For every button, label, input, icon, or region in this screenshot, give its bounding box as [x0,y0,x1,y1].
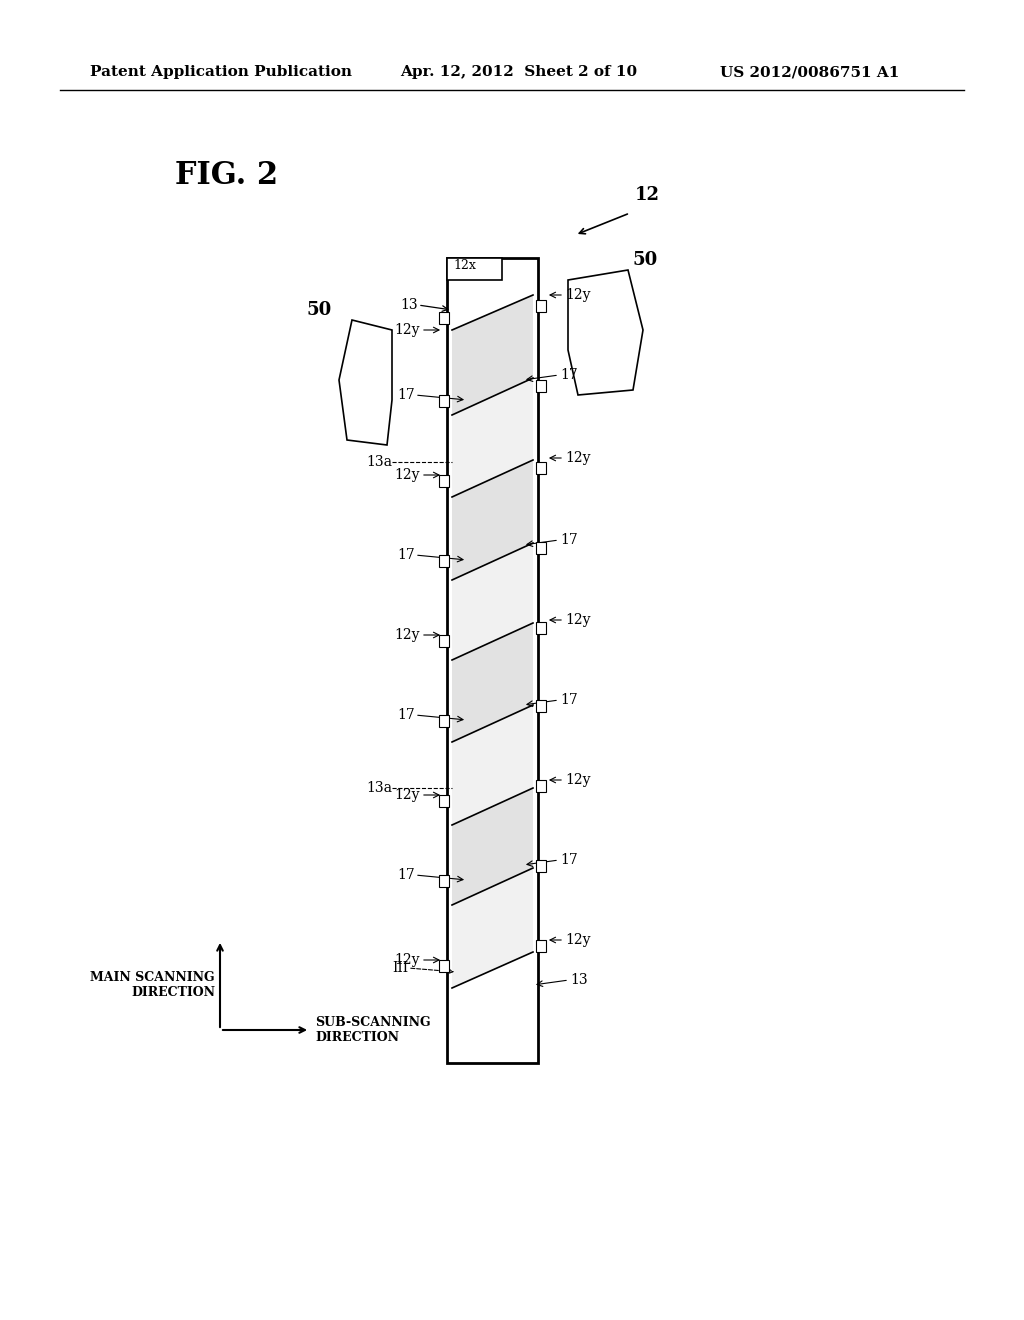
FancyBboxPatch shape [536,622,546,634]
Text: 17: 17 [560,693,578,708]
Text: 12y: 12y [394,323,420,337]
Text: 12x: 12x [453,259,476,272]
Text: MAIN SCANNING
DIRECTION: MAIN SCANNING DIRECTION [90,972,215,999]
Text: 13a: 13a [366,455,392,469]
Text: 12y: 12y [394,953,420,968]
Text: 13: 13 [570,973,588,987]
FancyBboxPatch shape [536,700,546,711]
Text: III: III [392,961,408,975]
Text: 12y: 12y [565,933,591,946]
Text: 50: 50 [633,251,658,269]
Text: 17: 17 [397,708,415,722]
FancyBboxPatch shape [439,960,449,972]
Polygon shape [339,319,392,445]
Text: Apr. 12, 2012  Sheet 2 of 10: Apr. 12, 2012 Sheet 2 of 10 [400,65,637,79]
FancyBboxPatch shape [439,312,449,323]
FancyBboxPatch shape [447,257,502,280]
Text: 12y: 12y [394,628,420,642]
FancyBboxPatch shape [439,715,449,727]
Polygon shape [452,294,534,414]
Text: FIG. 2: FIG. 2 [175,160,279,190]
Polygon shape [452,869,534,987]
FancyBboxPatch shape [439,795,449,807]
Polygon shape [452,705,534,825]
FancyBboxPatch shape [536,380,546,392]
Text: 17: 17 [397,388,415,403]
FancyBboxPatch shape [536,861,546,873]
Text: 12y: 12y [565,451,591,465]
Text: 13a: 13a [366,781,392,795]
Polygon shape [452,459,534,579]
Text: 17: 17 [560,853,578,867]
FancyBboxPatch shape [536,780,546,792]
Polygon shape [452,788,534,906]
FancyBboxPatch shape [439,395,449,407]
Text: US 2012/0086751 A1: US 2012/0086751 A1 [720,65,899,79]
Text: 17: 17 [397,548,415,562]
FancyBboxPatch shape [439,635,449,647]
Text: 50: 50 [307,301,332,319]
FancyBboxPatch shape [536,543,546,554]
Text: 17: 17 [560,368,578,381]
Polygon shape [452,623,534,742]
Polygon shape [568,271,643,395]
Text: 13: 13 [400,298,418,312]
Text: Patent Application Publication: Patent Application Publication [90,65,352,79]
Polygon shape [452,378,534,498]
Text: 12y: 12y [394,788,420,803]
Polygon shape [452,543,534,660]
FancyBboxPatch shape [536,300,546,312]
FancyBboxPatch shape [536,462,546,474]
Text: 12y: 12y [394,469,420,482]
FancyBboxPatch shape [439,475,449,487]
Text: 12y: 12y [565,774,591,787]
FancyBboxPatch shape [439,875,449,887]
Text: SUB-SCANNING
DIRECTION: SUB-SCANNING DIRECTION [315,1016,431,1044]
Text: 12y: 12y [565,288,591,302]
Bar [447,257,538,1063]
FancyBboxPatch shape [536,940,546,952]
FancyBboxPatch shape [439,554,449,568]
Text: 12: 12 [635,186,660,205]
Text: 17: 17 [560,533,578,546]
Text: 12y: 12y [565,612,591,627]
Text: 17: 17 [397,869,415,882]
